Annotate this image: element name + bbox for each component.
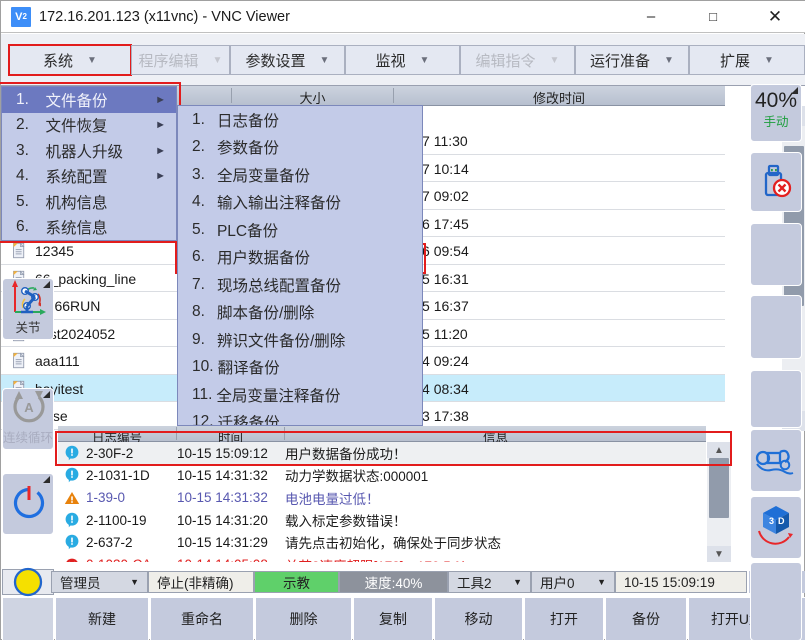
svg-text:A: A — [24, 400, 34, 415]
svg-text:D: D — [778, 516, 785, 526]
svg-text:3: 3 — [769, 516, 774, 526]
